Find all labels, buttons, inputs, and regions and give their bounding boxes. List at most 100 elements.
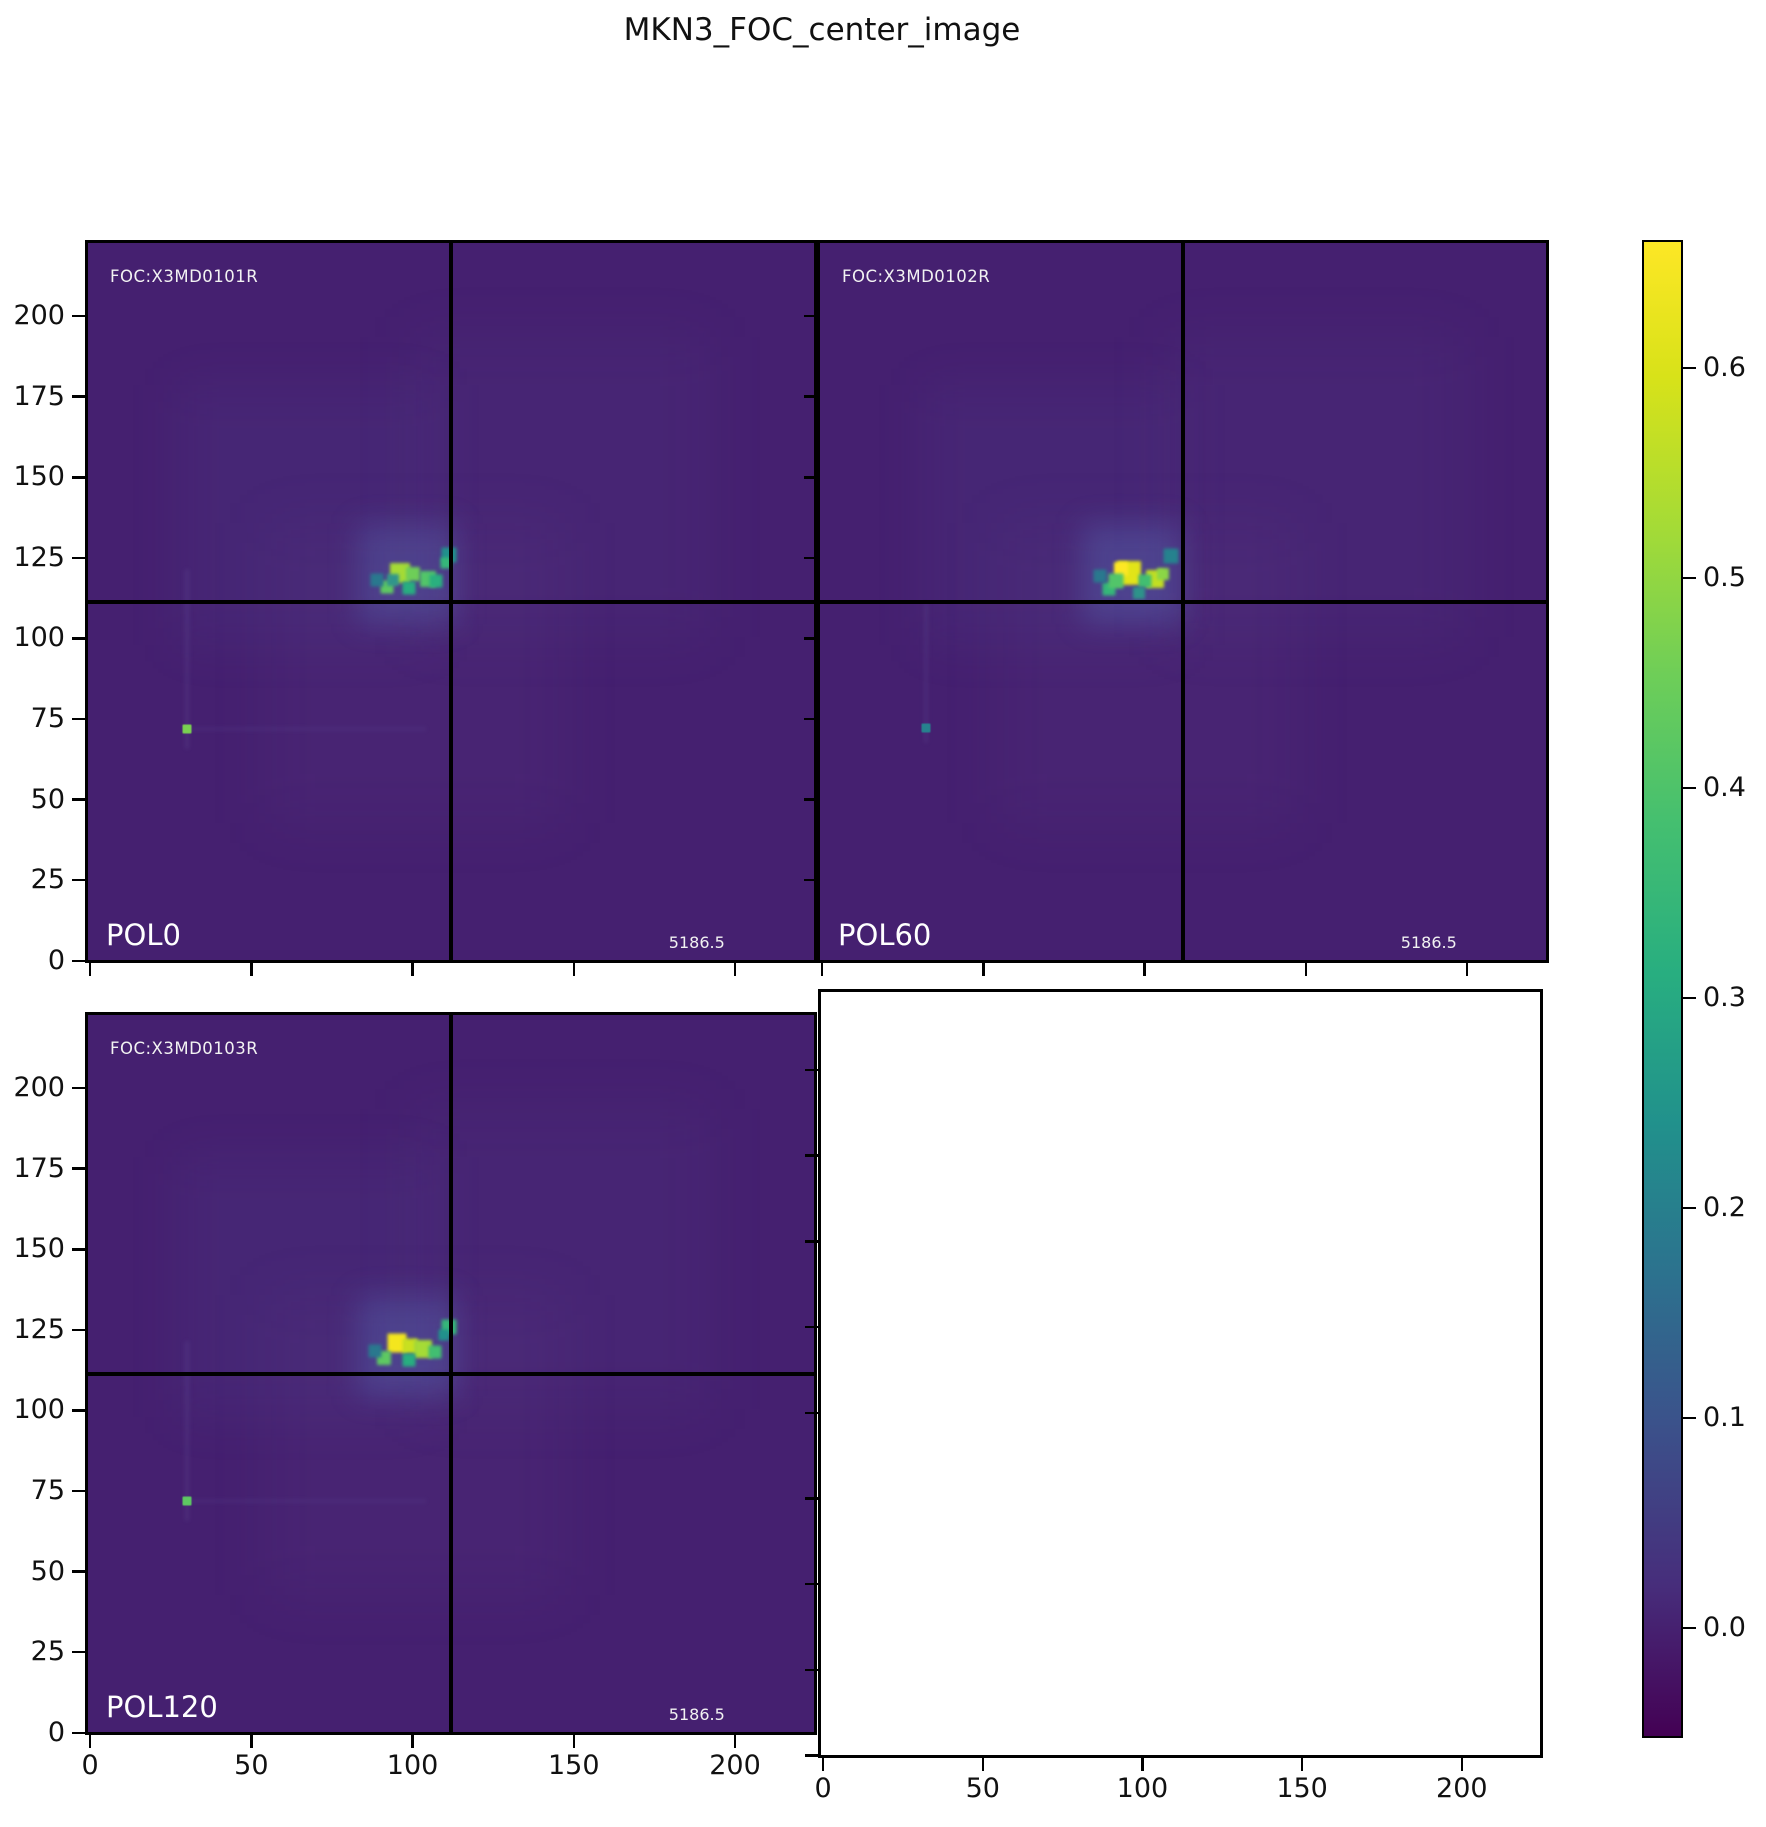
y-tick (72, 1248, 85, 1251)
y-tick (805, 1754, 818, 1757)
y-tick (805, 1240, 818, 1243)
image-feature (1163, 336, 1464, 637)
x-tick-label: 0 (81, 1750, 99, 1781)
y-tick (805, 1325, 818, 1329)
image-feature (440, 557, 452, 569)
colorbar-tick (1683, 1416, 1696, 1420)
y-tick-label: 75 (30, 1475, 65, 1507)
x-tick (572, 1735, 576, 1748)
x-tick (250, 1735, 253, 1748)
y-tick (805, 1497, 818, 1500)
y-tick (804, 476, 817, 479)
y-tick-label: 125 (13, 1313, 65, 1345)
y-tick (72, 1167, 85, 1170)
y-tick (805, 1154, 818, 1157)
colorbar-tick (1683, 786, 1696, 790)
x-tick-label: 50 (234, 1750, 269, 1781)
image-feature (182, 724, 192, 734)
y-tick-label: 100 (13, 1394, 65, 1426)
x-tick (411, 963, 414, 976)
image-feature (402, 581, 416, 595)
colorbar-tick (1683, 366, 1696, 370)
image-feature (1114, 562, 1129, 577)
x-tick (88, 963, 92, 976)
image-feature (185, 1499, 426, 1504)
pol-label: POL60 (838, 918, 932, 952)
y-tick (72, 1570, 85, 1573)
y-tick (804, 959, 817, 963)
x-tick (821, 1758, 825, 1771)
x-tick-label: 100 (1116, 1773, 1169, 1804)
y-tick (72, 1086, 85, 1090)
y-tick (72, 798, 85, 801)
crosshair-horizontal-icon (88, 599, 814, 604)
x-tick (1460, 1758, 1464, 1771)
y-tick (805, 1582, 818, 1586)
y-tick-label: 175 (13, 380, 65, 412)
colorbar-tick (1683, 576, 1696, 580)
x-tick-label: 0 (814, 1773, 832, 1804)
y-tick-label: 25 (30, 864, 65, 896)
image-feature (1108, 573, 1124, 589)
pol-label: POL0 (106, 918, 181, 952)
x-tick (981, 1758, 984, 1771)
x-tick (572, 963, 576, 976)
foc-id-label: FOC:X3MD0102R (842, 267, 991, 286)
y-tick-label: 100 (13, 622, 65, 654)
y-tick (804, 878, 817, 882)
x-tick-label: 100 (386, 1750, 439, 1781)
x-tick (1300, 1758, 1304, 1771)
image-feature (402, 1353, 416, 1367)
image-feature (409, 336, 710, 637)
panel-pol120: FOC:X3MD0103R POL120 5186.5 (85, 1012, 817, 1735)
y-tick-label: 200 (13, 300, 65, 332)
x-tick (733, 963, 737, 976)
y-tick (804, 556, 817, 560)
y-tick (72, 637, 85, 640)
y-tick-label: 0 (47, 944, 65, 976)
y-tick (804, 637, 817, 640)
colorbar-tick-label: 0.0 (1703, 1612, 1746, 1644)
image-feature (185, 568, 190, 749)
x-tick (982, 963, 985, 976)
colorbar-tick-label: 0.3 (1703, 982, 1746, 1014)
colorbar-tick (1683, 1206, 1696, 1210)
y-tick (72, 1489, 85, 1493)
image-feature (414, 1340, 433, 1359)
y-tick (72, 395, 85, 398)
x-tick (1143, 963, 1146, 976)
x-tick (1304, 963, 1308, 976)
x-tick (88, 1735, 92, 1748)
y-tick-label: 25 (30, 1636, 65, 1668)
y-tick (72, 1731, 85, 1735)
image-feature (1138, 574, 1152, 588)
x-tick (733, 1735, 737, 1748)
image-feature (370, 573, 384, 587)
crosshair-horizontal-icon (88, 1371, 814, 1376)
x-tick (411, 1735, 414, 1748)
image-feature (1093, 569, 1106, 583)
y-tick (804, 395, 817, 398)
y-tick (72, 959, 85, 963)
image-feature (185, 727, 426, 732)
crosshair-horizontal-icon (820, 599, 1546, 604)
x-tick-label: 200 (1436, 1773, 1488, 1804)
pol-label: POL120 (106, 1690, 218, 1724)
x-tick-label: 50 (965, 1773, 1000, 1804)
image-feature (1133, 586, 1146, 599)
image-feature (429, 574, 443, 588)
y-tick (804, 314, 817, 318)
y-tick-label: 150 (13, 1233, 65, 1265)
image-feature (438, 1329, 450, 1341)
colorbar-tick-label: 0.6 (1703, 352, 1746, 384)
colorbar-tick-label: 0.5 (1703, 562, 1746, 594)
y-tick-label: 175 (13, 1152, 65, 1184)
panel-empty (818, 989, 1543, 1758)
colorbar-tick-label: 0.4 (1703, 772, 1746, 804)
image-pol0 (88, 243, 814, 960)
panel-pol0: FOC:X3MD0101R POL0 5186.5 (85, 240, 817, 963)
image-feature (1156, 568, 1169, 581)
y-tick (805, 1411, 818, 1415)
x-tick (1465, 963, 1469, 976)
foc-id-label: FOC:X3MD0103R (110, 1039, 259, 1058)
